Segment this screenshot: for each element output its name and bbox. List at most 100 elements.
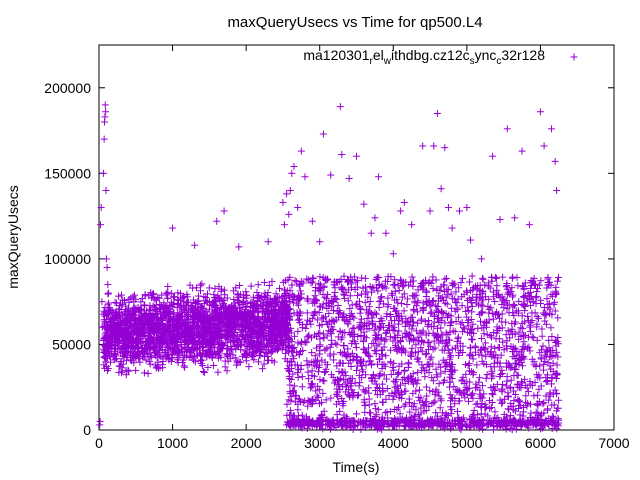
data-point <box>477 309 485 317</box>
legend-plus-marker <box>570 53 578 61</box>
data-point <box>536 108 544 116</box>
chart-title: maxQueryUsecs vs Time for qp500.L4 <box>227 14 482 31</box>
data-point <box>548 333 556 341</box>
data-point <box>490 359 498 367</box>
data-point <box>378 380 386 388</box>
data-point <box>308 383 316 391</box>
data-point <box>330 356 338 364</box>
data-point <box>402 387 410 395</box>
data-point <box>535 314 543 322</box>
data-point <box>105 299 113 307</box>
data-point <box>164 294 172 302</box>
data-point <box>302 324 310 332</box>
data-point <box>441 367 449 375</box>
data-point <box>467 344 475 352</box>
data-point <box>476 374 484 382</box>
data-point <box>205 284 213 292</box>
data-point <box>487 403 495 411</box>
data-point <box>478 274 486 282</box>
data-point <box>190 356 198 364</box>
data-point <box>104 290 112 298</box>
data-point <box>414 369 422 377</box>
data-point <box>291 382 299 390</box>
data-point <box>426 207 434 215</box>
data-point <box>304 368 312 376</box>
x-tick-label: 6000 <box>525 435 556 451</box>
data-point <box>316 238 324 246</box>
data-point <box>297 147 305 155</box>
data-point <box>352 343 360 351</box>
data-point <box>314 330 322 338</box>
data-point <box>104 301 112 309</box>
data-point <box>528 317 536 325</box>
data-point <box>284 366 292 374</box>
data-point <box>294 204 302 212</box>
data-point <box>422 287 430 295</box>
data-point <box>391 281 399 289</box>
data-point <box>508 274 516 282</box>
data-point <box>518 147 526 155</box>
data-point <box>464 385 472 393</box>
data-point <box>496 216 504 224</box>
data-point <box>299 279 307 287</box>
data-point <box>389 250 397 258</box>
data-point <box>353 152 360 160</box>
data-point <box>96 221 104 229</box>
data-point <box>423 392 431 400</box>
data-point <box>541 317 549 325</box>
data-point <box>321 346 329 354</box>
data-point <box>524 312 532 320</box>
y-tick-label: 150000 <box>44 165 91 181</box>
data-point <box>105 289 113 297</box>
data-point <box>198 280 206 288</box>
data-point <box>433 109 441 117</box>
data-point <box>169 224 177 232</box>
data-point <box>125 298 133 306</box>
data-point <box>431 344 439 352</box>
data-point <box>465 360 473 368</box>
data-point <box>327 171 335 179</box>
data-point <box>407 352 415 360</box>
data-point <box>544 405 552 413</box>
data-point <box>464 303 472 311</box>
data-point <box>247 282 255 290</box>
data-point <box>448 318 456 326</box>
data-point <box>544 359 552 367</box>
data-point <box>290 162 298 170</box>
data-point <box>101 113 109 121</box>
data-point <box>319 130 327 138</box>
data-point <box>98 298 106 306</box>
data-point <box>386 310 394 318</box>
data-point <box>104 281 112 289</box>
data-point <box>210 361 218 369</box>
data-point <box>454 333 462 341</box>
data-point <box>394 370 402 378</box>
data-point <box>398 300 406 308</box>
data-point <box>214 368 222 376</box>
data-point <box>357 315 365 323</box>
data-point <box>502 318 510 326</box>
data-point <box>371 400 379 408</box>
data-point <box>395 404 403 412</box>
data-point <box>395 287 403 295</box>
data-point <box>272 290 280 298</box>
data-point <box>301 338 309 346</box>
data-point <box>493 282 501 290</box>
data-point <box>349 325 357 333</box>
data-point <box>298 373 306 381</box>
data-point <box>381 337 389 345</box>
data-point <box>162 289 170 297</box>
data-point <box>525 221 533 229</box>
data-point <box>389 395 397 403</box>
data-point <box>553 369 561 377</box>
data-point <box>199 368 207 376</box>
data-point <box>367 229 375 237</box>
data-point <box>479 275 487 283</box>
data-point <box>245 363 253 371</box>
data-point <box>553 277 561 285</box>
x-tick-label: 7000 <box>598 435 629 451</box>
data-point <box>489 152 497 160</box>
data-point <box>486 332 494 340</box>
data-point <box>422 383 430 391</box>
data-point <box>301 173 309 181</box>
